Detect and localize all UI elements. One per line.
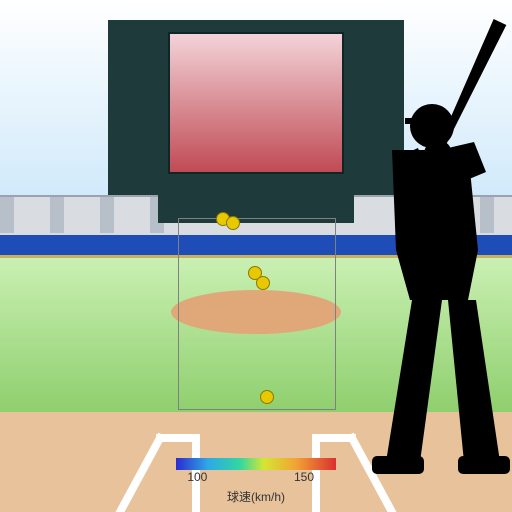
legend-tick-label: 150	[294, 470, 314, 484]
legend-colorbar	[176, 458, 336, 470]
velocity-legend: 100150球速(km/h)	[176, 458, 336, 500]
legend-tick-label: 100	[187, 470, 207, 484]
batter-silhouette	[0, 0, 512, 512]
legend-title: 球速(km/h)	[176, 488, 336, 505]
legend-ticks: 100 150	[176, 470, 336, 486]
